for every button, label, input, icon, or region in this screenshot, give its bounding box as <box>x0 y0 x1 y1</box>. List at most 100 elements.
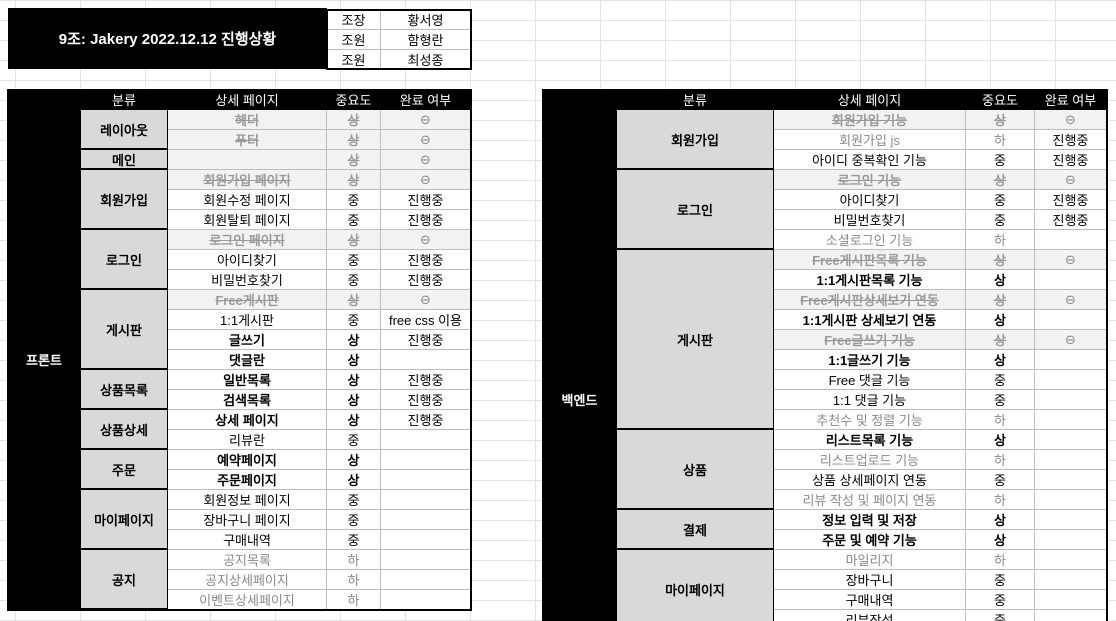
status: free css 이용 <box>381 310 471 330</box>
member-name: 황서영 <box>381 10 471 30</box>
status <box>381 470 471 490</box>
status <box>1035 470 1107 490</box>
group-label: 공지 <box>81 550 168 610</box>
status: 진행중 <box>381 370 471 390</box>
group-label: 회원가입 <box>617 110 774 170</box>
priority: 상 <box>966 290 1035 310</box>
status: ⊖ <box>381 150 471 170</box>
priority: 하 <box>327 590 381 610</box>
member-role: 조원 <box>327 50 381 70</box>
priority: 중 <box>327 310 381 330</box>
group-label: 주문 <box>81 450 168 490</box>
detail-page: 상세 페이지 <box>168 410 327 430</box>
detail-page: 회원탈퇴 페이지 <box>168 210 327 230</box>
status <box>381 350 471 370</box>
detail-page: Free게시판상세보기 연동 <box>774 290 966 310</box>
status <box>1035 230 1107 250</box>
priority: 하 <box>966 410 1035 430</box>
detail-page: 일반목록 <box>168 370 327 390</box>
detail-page: 마일리지 <box>774 550 966 570</box>
detail-page: 아이디찾기 <box>774 190 966 210</box>
priority: 상 <box>966 510 1035 530</box>
status <box>381 550 471 570</box>
member-role: 조장 <box>327 10 381 30</box>
priority: 하 <box>327 550 381 570</box>
status <box>1035 490 1107 510</box>
detail-page: 장바구니 페이지 <box>168 510 327 530</box>
header-status: 완료 여부 <box>1035 90 1107 110</box>
detail-page: 글쓰기 <box>168 330 327 350</box>
status: 진행중 <box>381 410 471 430</box>
priority: 하 <box>327 570 381 590</box>
status <box>381 430 471 450</box>
detail-page: 1:1게시판 <box>168 310 327 330</box>
detail-page: Free글쓰기 기능 <box>774 330 966 350</box>
detail-page: 1:1글쓰기 기능 <box>774 350 966 370</box>
header-blank <box>543 90 617 110</box>
priority: 상 <box>327 150 381 170</box>
status: 진행중 <box>1035 210 1107 230</box>
detail-page: 로그인 기능 <box>774 170 966 190</box>
priority: 상 <box>327 470 381 490</box>
priority: 중 <box>327 210 381 230</box>
status: ⊖ <box>1035 330 1107 350</box>
status: 진행중 <box>381 270 471 290</box>
status <box>1035 510 1107 530</box>
detail-page: 소셜로그인 기능 <box>774 230 966 250</box>
priority: 하 <box>966 450 1035 470</box>
detail-page: 회원수정 페이지 <box>168 190 327 210</box>
status: 진행중 <box>381 390 471 410</box>
detail-page <box>168 150 327 170</box>
status <box>1035 430 1107 450</box>
status <box>381 450 471 470</box>
group-label: 마이페이지 <box>81 490 168 550</box>
detail-page: 리뷰란 <box>168 430 327 450</box>
detail-page: 이벤트상세페이지 <box>168 590 327 610</box>
detail-page: 추천수 및 정렬 기능 <box>774 410 966 430</box>
group-label: 마이페이지 <box>617 550 774 621</box>
status: 진행중 <box>1035 130 1107 150</box>
detail-page: 아이디 중복확인 기능 <box>774 150 966 170</box>
detail-page: 장바구니 <box>774 570 966 590</box>
detail-page: 리뷰 작성 및 페이지 연동 <box>774 490 966 510</box>
priority: 상 <box>966 350 1035 370</box>
priority: 상 <box>327 370 381 390</box>
priority: 상 <box>327 330 381 350</box>
priority: 중 <box>966 570 1035 590</box>
detail-page: 리스트목록 기능 <box>774 430 966 450</box>
detail-page: 비밀번호찾기 <box>168 270 327 290</box>
status: ⊖ <box>381 110 471 130</box>
status <box>1035 530 1107 550</box>
detail-page: 푸터 <box>168 130 327 150</box>
detail-page: 검색목록 <box>168 390 327 410</box>
detail-page: Free 댓글 기능 <box>774 370 966 390</box>
status <box>381 590 471 610</box>
detail-page: 헤더 <box>168 110 327 130</box>
priority: 상 <box>327 230 381 250</box>
detail-page: 1:1게시판목록 기능 <box>774 270 966 290</box>
priority: 상 <box>327 410 381 430</box>
detail-page: 1:1 댓글 기능 <box>774 390 966 410</box>
priority: 상 <box>327 350 381 370</box>
detail-page: 주문 및 예약 기능 <box>774 530 966 550</box>
group-label: 로그인 <box>617 170 774 250</box>
status <box>1035 590 1107 610</box>
status <box>381 510 471 530</box>
status <box>1035 350 1107 370</box>
status <box>1035 450 1107 470</box>
priority: 중 <box>966 370 1035 390</box>
priority: 하 <box>966 130 1035 150</box>
page-title: 9조: Jakery 2022.12.12 진행상황 <box>8 8 327 69</box>
status: ⊖ <box>1035 250 1107 270</box>
status: ⊖ <box>1035 290 1107 310</box>
detail-page: 회원가입 js <box>774 130 966 150</box>
header-status: 완료 여부 <box>381 90 471 110</box>
detail-page: 정보 입력 및 저장 <box>774 510 966 530</box>
priority: 중 <box>966 590 1035 610</box>
priority: 상 <box>966 430 1035 450</box>
status <box>1035 410 1107 430</box>
status: ⊖ <box>381 170 471 190</box>
detail-page: 구매내역 <box>168 530 327 550</box>
priority: 상 <box>327 390 381 410</box>
priority: 중 <box>327 430 381 450</box>
